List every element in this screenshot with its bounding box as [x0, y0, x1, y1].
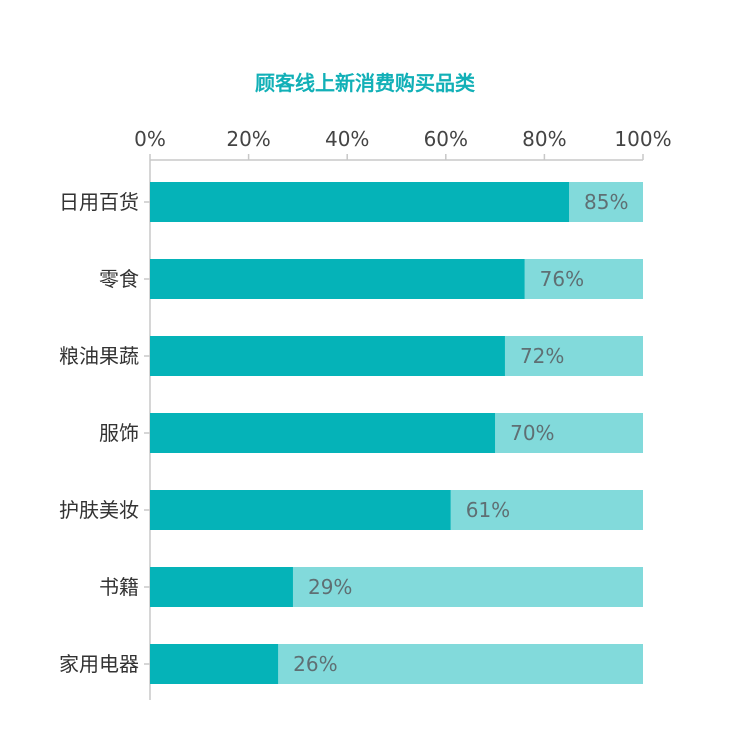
data-label: 76%	[540, 267, 584, 291]
data-label: 70%	[510, 421, 554, 445]
data-label: 29%	[308, 575, 352, 599]
category-label: 零食	[99, 267, 139, 291]
x-tick-label: 100%	[614, 127, 671, 151]
bar-value	[150, 567, 293, 607]
data-label: 61%	[466, 498, 510, 522]
x-tick-label: 80%	[522, 127, 566, 151]
x-tick-label: 60%	[424, 127, 468, 151]
bar-value	[150, 182, 570, 222]
x-tick-label: 40%	[325, 127, 369, 151]
category-label: 家用电器	[59, 652, 139, 676]
x-axis: 0% 20% 40% 60% 80% 100%	[134, 127, 672, 700]
bar-remainder	[569, 182, 643, 222]
bar-remainder	[495, 413, 643, 453]
bars: 日用百货 85% 零食 76% 粮油果蔬 72% 服饰 70% 护肤美妆 61% 书籍 29% 家用电器…	[59, 182, 643, 684]
category-label: 日用百货	[59, 190, 139, 214]
bar-remainder	[450, 490, 643, 530]
bar-value	[150, 490, 451, 530]
bar-value	[150, 259, 525, 299]
data-label: 72%	[520, 344, 564, 368]
bar-value	[150, 644, 279, 684]
category-label: 书籍	[99, 575, 139, 599]
category-label: 粮油果蔬	[59, 344, 139, 368]
bar-remainder	[504, 336, 643, 376]
x-tick-label: 0%	[134, 127, 166, 151]
bar-value	[150, 413, 496, 453]
bar-value	[150, 336, 505, 376]
data-label: 26%	[293, 652, 337, 676]
bar-remainder	[292, 567, 643, 607]
category-label: 护肤美妆	[59, 498, 139, 522]
bar-remainder	[278, 644, 643, 684]
x-tick-label: 20%	[226, 127, 270, 151]
category-label: 服饰	[99, 421, 139, 445]
chart-title: 顾客线上新消费购买品类	[255, 71, 475, 95]
data-label: 85%	[584, 190, 628, 214]
bar-remainder	[524, 259, 643, 299]
